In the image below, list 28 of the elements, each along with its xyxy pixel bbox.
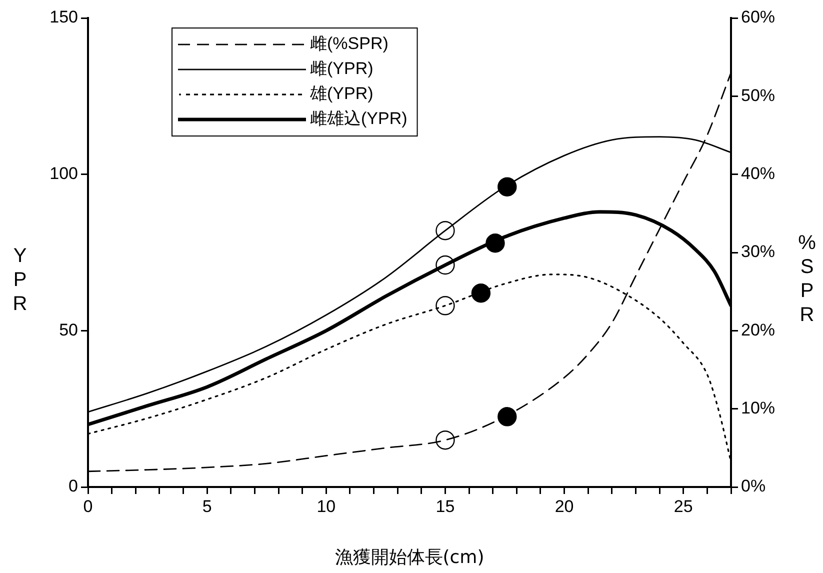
y-axis-title: YPR xyxy=(8,245,31,317)
y-tick-label: 50 xyxy=(59,320,78,340)
legend-label: 雌(%SPR) xyxy=(310,34,388,54)
point xyxy=(471,284,491,303)
x-tick-label: 25 xyxy=(674,496,693,516)
point xyxy=(436,296,455,316)
y2-tick-label: 50% xyxy=(741,86,776,105)
y-tick-label: 100 xyxy=(50,164,78,184)
x-tick-label: 0 xyxy=(83,496,93,516)
x-tick-label: 20 xyxy=(554,496,574,516)
x-tick-label: 15 xyxy=(436,496,455,516)
x-axis-title: 漁獲開始体長(cm) xyxy=(334,546,484,568)
y2-tick-label: 30% xyxy=(741,242,776,262)
y2-tick-label: 40% xyxy=(741,164,776,184)
point xyxy=(436,221,455,240)
y2-axis-title: %SPR xyxy=(795,232,818,328)
y2-tick-label: 20% xyxy=(741,320,776,340)
x-tick-label: 10 xyxy=(316,496,336,516)
y2-tick-label: 60% xyxy=(741,8,776,27)
y2-tick-label: 0% xyxy=(741,476,766,496)
point xyxy=(498,177,517,196)
y-tick-label: 0 xyxy=(68,476,78,496)
legend-label: 雄(YPR) xyxy=(309,84,374,104)
legend-label: 雌(YPR) xyxy=(310,59,374,78)
x-tick-label: 5 xyxy=(202,496,212,516)
y-tick-label: 150 xyxy=(50,8,78,27)
legend-label: 雌雄込(YPR) xyxy=(310,109,408,128)
y2-tick-label: 10% xyxy=(741,398,776,418)
